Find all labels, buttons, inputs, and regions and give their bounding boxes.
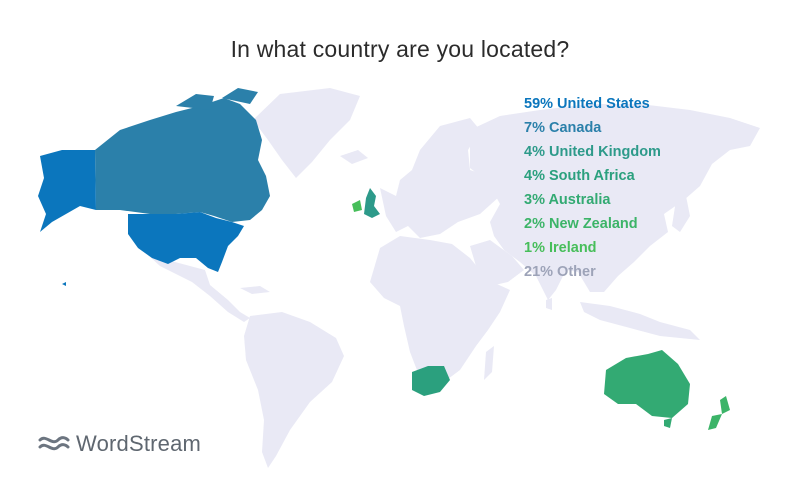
iceland (340, 150, 368, 164)
indonesia (580, 302, 700, 340)
legend-item: 2% New Zealand (524, 216, 638, 232)
south-america (244, 312, 344, 468)
asia (470, 104, 760, 300)
ireland (352, 200, 362, 212)
legend-item: 1% Ireland (524, 240, 597, 256)
africa (370, 236, 510, 382)
new-zealand (708, 396, 730, 430)
caribbean (240, 286, 270, 294)
australia (604, 350, 690, 418)
legend: 59% United States 7% Canada 4% United King… (524, 92, 661, 284)
wordstream-logo: WordStream (38, 430, 201, 458)
canada (95, 98, 270, 222)
brand-name: WordStream (76, 431, 202, 456)
legend-item: 7% Canada (524, 120, 602, 136)
legend-item: 21% Other (524, 264, 596, 280)
alaska (38, 150, 96, 232)
hawaii (62, 282, 66, 286)
europe (380, 118, 500, 238)
legend-item: 3% Australia (524, 192, 611, 208)
legend-item: 4% United Kingdom (524, 144, 661, 160)
japan (672, 196, 690, 232)
south-africa (412, 366, 450, 396)
legend-item: 4% South Africa (524, 168, 635, 184)
sri-lanka (546, 298, 552, 310)
canada-arctic-islands (176, 88, 258, 110)
united-states (128, 212, 244, 272)
other-land (148, 88, 760, 468)
tasmania (664, 418, 672, 428)
mexico-central-america (148, 255, 250, 322)
madagascar (484, 346, 494, 380)
united-kingdom (364, 188, 380, 218)
legend-item: 59% United States (524, 96, 650, 112)
wordstream-waves-logo-icon (38, 436, 70, 451)
chart-title: In what country are you located? (230, 36, 570, 62)
greenland (253, 88, 360, 178)
arabia (470, 240, 524, 286)
